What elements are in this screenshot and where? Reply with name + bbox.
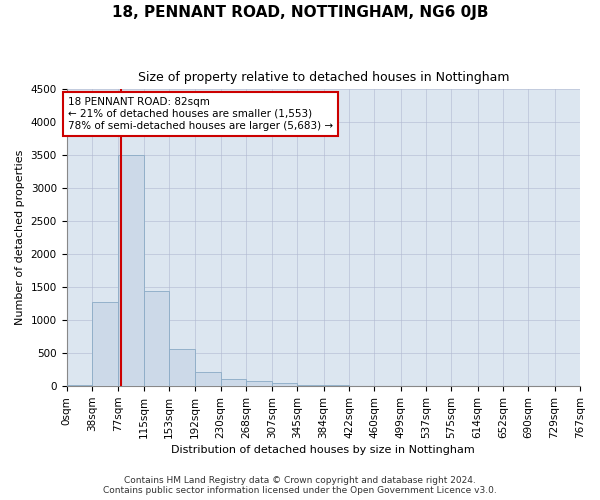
Y-axis label: Number of detached properties: Number of detached properties [15,150,25,326]
Bar [92,302,118,386]
Bar [272,383,298,386]
Bar [143,290,169,386]
X-axis label: Distribution of detached houses by size in Nottingham: Distribution of detached houses by size … [172,445,475,455]
Bar [323,385,349,386]
Text: Contains HM Land Registry data © Crown copyright and database right 2024.
Contai: Contains HM Land Registry data © Crown c… [103,476,497,495]
Text: 18, PENNANT ROAD, NOTTINGHAM, NG6 0JB: 18, PENNANT ROAD, NOTTINGHAM, NG6 0JB [112,5,488,20]
Bar [67,384,92,386]
Bar [118,156,143,386]
Bar [195,372,221,386]
Bar [221,379,246,386]
Bar [169,350,195,386]
Text: 18 PENNANT ROAD: 82sqm
← 21% of detached houses are smaller (1,553)
78% of semi-: 18 PENNANT ROAD: 82sqm ← 21% of detached… [68,98,333,130]
Title: Size of property relative to detached houses in Nottingham: Size of property relative to detached ho… [137,71,509,84]
Bar [298,384,323,386]
Bar [246,382,272,386]
